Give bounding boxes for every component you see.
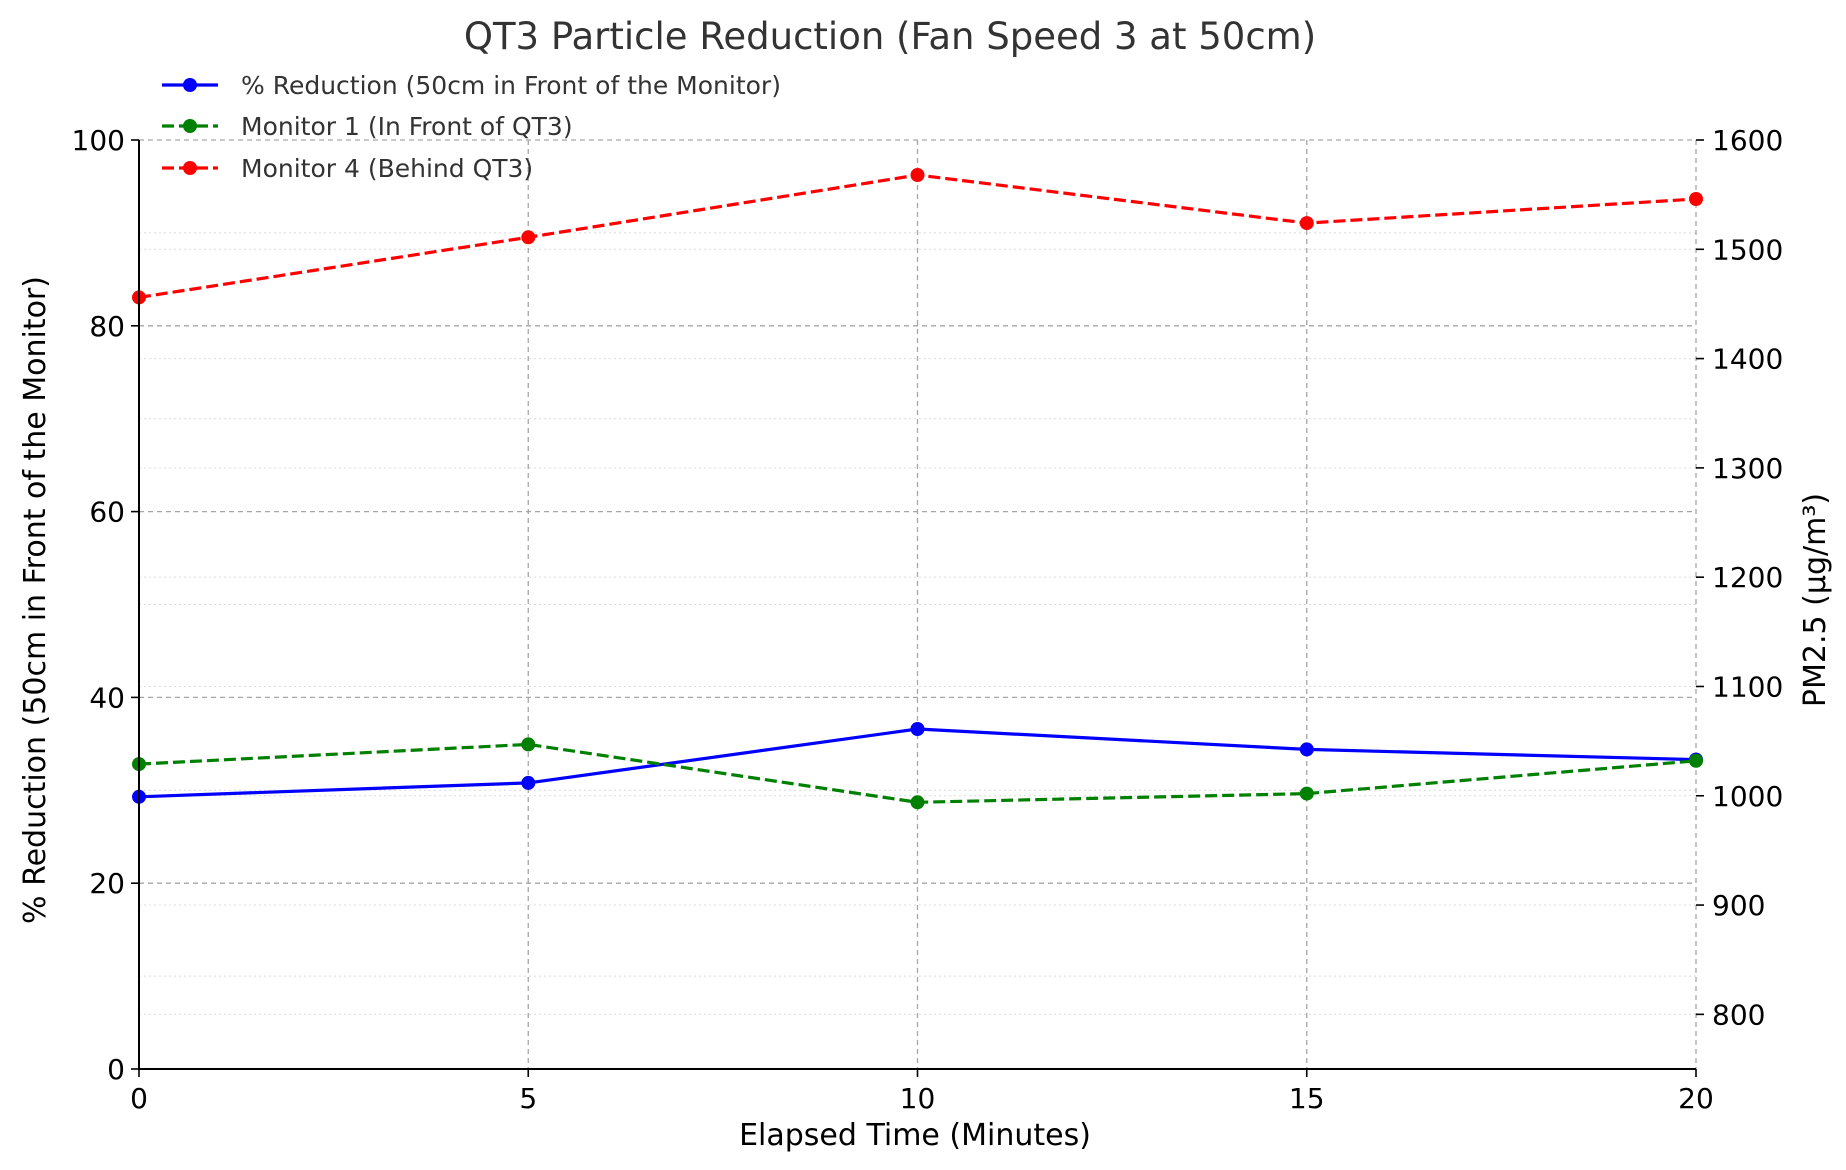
axes	[131, 139, 1704, 1077]
y2-tick-label: 1500	[1712, 233, 1783, 266]
y-tick-label: 20	[89, 867, 125, 900]
series-2-point-2	[910, 168, 925, 182]
major-grid	[139, 139, 1697, 1069]
series-2-point-1	[521, 230, 536, 245]
series-1-point-1	[521, 737, 536, 752]
y-tick-label: 60	[89, 496, 125, 529]
series-2-point-3	[1299, 216, 1314, 231]
x-tick-label: 20	[1678, 1082, 1714, 1115]
series-2-point-4	[1689, 192, 1703, 206]
legend-entry-monitor-4: Monitor 4 (Behind QT3)	[162, 154, 533, 183]
legend: % Reduction (50cm in Front of the Monito…	[162, 71, 781, 183]
series-layer	[132, 168, 1703, 810]
series-1-point-4	[1689, 753, 1703, 768]
legend-marker-reduction	[183, 78, 197, 92]
legend-label-monitor-4: Monitor 4 (Behind QT3)	[241, 154, 533, 183]
x-tick-label: 5	[519, 1082, 537, 1115]
y2-tick-label: 1200	[1712, 561, 1783, 594]
y-axis-title: % Reduction (50cm in Front of the Monito…	[18, 276, 53, 924]
legend-marker-monitor-4	[183, 161, 197, 175]
y2-tick-label: 1400	[1712, 343, 1783, 376]
legend-label-monitor-1: Monitor 1 (In Front of QT3)	[241, 112, 573, 141]
legend-entry-monitor-1: Monitor 1 (In Front of QT3)	[162, 112, 573, 141]
series-0-point-1	[521, 775, 536, 790]
y2-axis-title: PM2.5 (µg/m³)	[1798, 493, 1833, 707]
y2-tick-label: 1600	[1712, 124, 1783, 157]
y2-tick-label: 800	[1712, 998, 1765, 1031]
x-tick-label: 0	[130, 1082, 148, 1115]
y2-tick-label: 1000	[1712, 780, 1783, 813]
y2-tick-label: 1100	[1712, 670, 1783, 703]
series-1-point-3	[1299, 786, 1314, 801]
tick-labels: 0204060801008009001000110012001300140015…	[72, 124, 1784, 1115]
y2-tick-label: 1300	[1712, 452, 1783, 485]
y-tick-label: 40	[89, 681, 125, 714]
x-tick-label: 15	[1289, 1082, 1325, 1115]
series-0-point-2	[910, 722, 925, 736]
legend-marker-monitor-1	[183, 119, 197, 133]
y2-tick-label: 900	[1712, 889, 1765, 922]
x-tick-label: 10	[900, 1082, 936, 1115]
legend-entry-reduction: % Reduction (50cm in Front of the Monito…	[162, 71, 781, 100]
legend-label-reduction: % Reduction (50cm in Front of the Monito…	[241, 71, 781, 100]
x-axis-title: Elapsed Time (Minutes)	[739, 1118, 1091, 1153]
series-1-point-2	[910, 795, 925, 810]
series-0-point-3	[1299, 742, 1314, 757]
chart-title: QT3 Particle Reduction (Fan Speed 3 at 5…	[464, 15, 1316, 58]
y-tick-label: 0	[107, 1053, 125, 1086]
y-tick-label: 100	[72, 124, 125, 157]
y-tick-label: 80	[89, 310, 125, 343]
